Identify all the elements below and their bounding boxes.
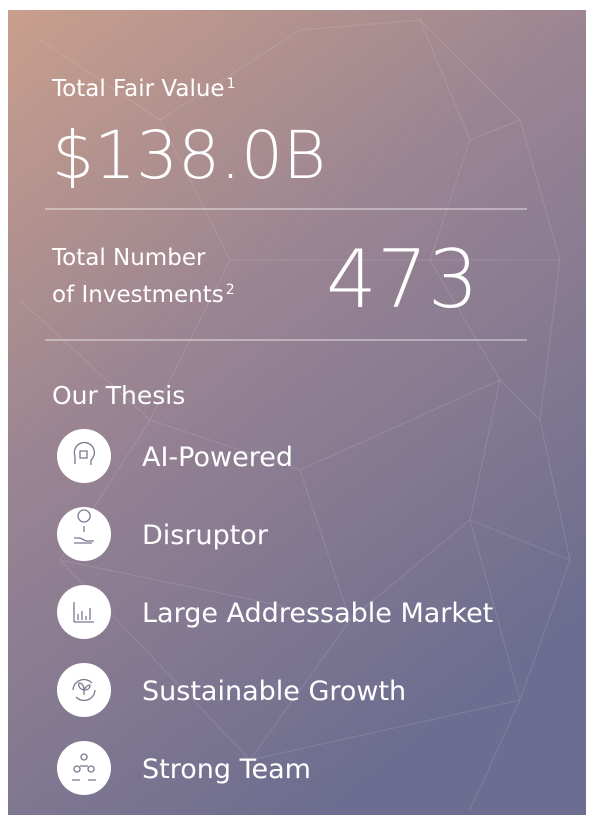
- icon-badge: [57, 429, 111, 483]
- investments-label: of Investments: [52, 282, 224, 308]
- icon-badge: [57, 507, 111, 561]
- thesis-item: Strong Team: [142, 754, 311, 785]
- investments-label: Total Number: [51, 245, 206, 271]
- footnote-marker: 1: [227, 76, 236, 92]
- page: Total Fair Value 1 $138.0B Total Number …: [0, 0, 592, 822]
- thesis-item: Disruptor: [142, 520, 269, 551]
- icon-badge: [57, 585, 111, 639]
- investments-count: 473: [326, 233, 479, 326]
- thesis-item: Sustainable Growth: [142, 676, 406, 707]
- thesis-icon: [57, 507, 111, 561]
- icon-badge: [57, 741, 111, 795]
- thesis-icon: [57, 741, 111, 795]
- footnote-marker: 2: [226, 282, 235, 298]
- thesis-icon: [57, 585, 111, 639]
- thesis-item: AI-Powered: [142, 442, 293, 473]
- panel: Total Fair Value 1 $138.0B Total Number …: [0, 0, 592, 822]
- fair-value-label: Total Fair Value: [51, 76, 225, 102]
- thesis-item: Large Addressable Market: [142, 598, 493, 629]
- thesis-icon: [57, 663, 111, 717]
- fair-value: $138.0B: [52, 117, 326, 194]
- thesis-icon: [57, 429, 111, 483]
- thesis-title: Our Thesis: [52, 381, 185, 410]
